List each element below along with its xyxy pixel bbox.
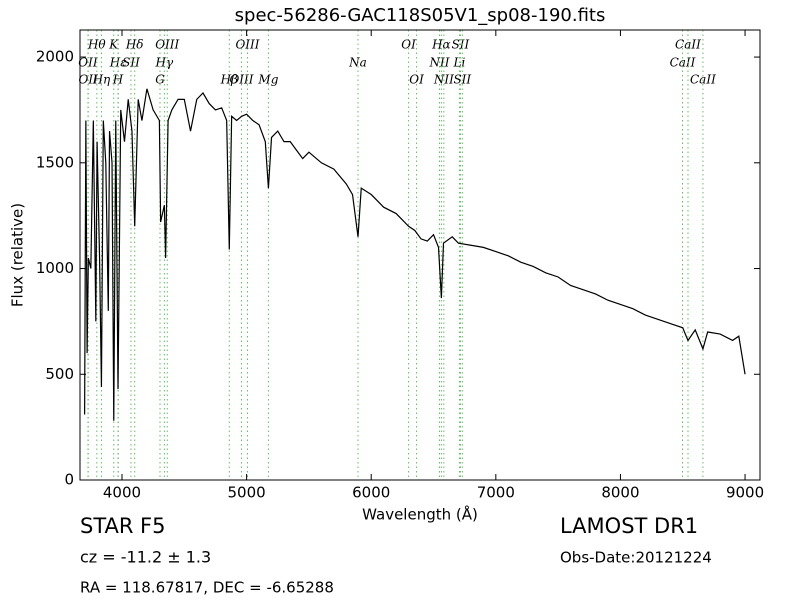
x-tick-label: 5000 [228, 484, 266, 502]
x-tick-label: 9000 [726, 484, 764, 502]
x-tick-label: 4000 [103, 484, 141, 502]
line-label: NII [429, 56, 450, 70]
line-label: CaII [690, 73, 716, 87]
line-label: Hδ [125, 38, 144, 52]
line-label: Hη [92, 73, 111, 87]
line-label: OIII [155, 38, 179, 52]
line-label: Mg [257, 73, 278, 87]
x-tick-label: 7000 [477, 484, 515, 502]
line-label: SII [452, 38, 470, 52]
line-label: SII [122, 56, 140, 70]
line-label: Na [348, 56, 367, 70]
obs-date: Obs-Date:20121224 [560, 549, 712, 567]
line-label: OI [409, 73, 424, 87]
line-label: OIII [235, 38, 259, 52]
plot-frame [79, 29, 761, 481]
line-label: OII [79, 73, 99, 87]
chart-title: spec-56286-GAC118S05V1_sp08-190.fits [235, 5, 606, 26]
line-label: Li [453, 56, 466, 70]
x-tick-label: 6000 [352, 484, 390, 502]
spectrum [84, 88, 746, 421]
line-label: K [108, 38, 119, 52]
survey: LAMOST DR1 [560, 514, 698, 538]
line-label: H [112, 73, 124, 87]
line-label: Hβ [220, 73, 238, 87]
x-tick-label: 8000 [601, 484, 639, 502]
y-tick-label: 2000 [36, 48, 74, 66]
subclass: F5 [140, 514, 165, 538]
line-label: NII [433, 73, 454, 87]
y-axis-label: Flux (relative) [9, 203, 27, 307]
line-label: OIII [229, 73, 253, 87]
line-label: G [155, 73, 165, 87]
y-tick-label: 1500 [36, 153, 74, 171]
line-label: CaII [675, 38, 701, 52]
line-label: CaII [670, 56, 696, 70]
x-axis-label: Wavelength (Å) [362, 505, 478, 524]
y-tick-label: 0 [64, 471, 74, 489]
line-label: Hγ [155, 56, 174, 70]
coordinates: RA = 118.67817, DEC = -6.65288 [80, 579, 334, 597]
y-tick-label: 500 [45, 365, 74, 383]
line-label: Hα [431, 38, 451, 52]
line-label: SII [453, 73, 471, 87]
line-label: Hθ [87, 38, 106, 52]
class: STAR [80, 514, 133, 538]
y-tick-label: 1000 [36, 259, 74, 277]
line-label: OI [401, 38, 416, 52]
redshift: cz = -11.2 ± 1.3 [80, 548, 211, 567]
